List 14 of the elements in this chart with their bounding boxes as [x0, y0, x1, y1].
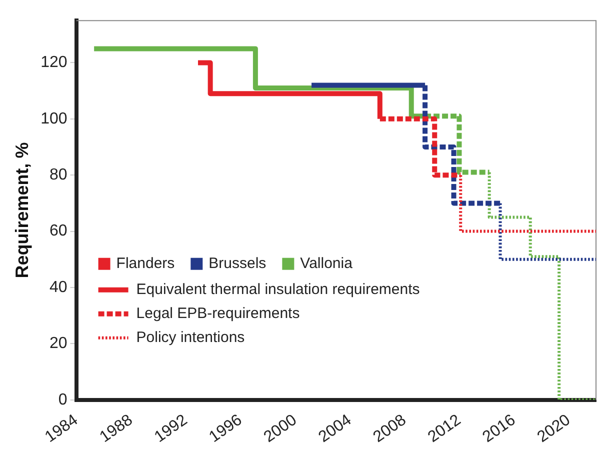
annotation: Equivalent thermal insulation requirements — [136, 280, 420, 298]
legend-label: Vallonia — [300, 254, 354, 272]
y-tick-label: 100 — [40, 110, 68, 128]
legend-label: Brussels — [208, 254, 266, 272]
y-tick-label: 60 — [50, 222, 68, 240]
annotation: Policy intentions — [136, 328, 245, 346]
y-axis-title: Requirement, % — [12, 142, 32, 278]
annotation: Legal EPB-requirements — [136, 304, 300, 322]
legend-label: Flanders — [116, 254, 175, 272]
y-tick-label: 120 — [40, 54, 68, 72]
y-tick-label: 80 — [50, 166, 68, 184]
y-tick-label: 20 — [50, 335, 68, 352]
y-tick-label: 40 — [50, 278, 68, 296]
y-tick-label: 0 — [58, 391, 68, 408]
